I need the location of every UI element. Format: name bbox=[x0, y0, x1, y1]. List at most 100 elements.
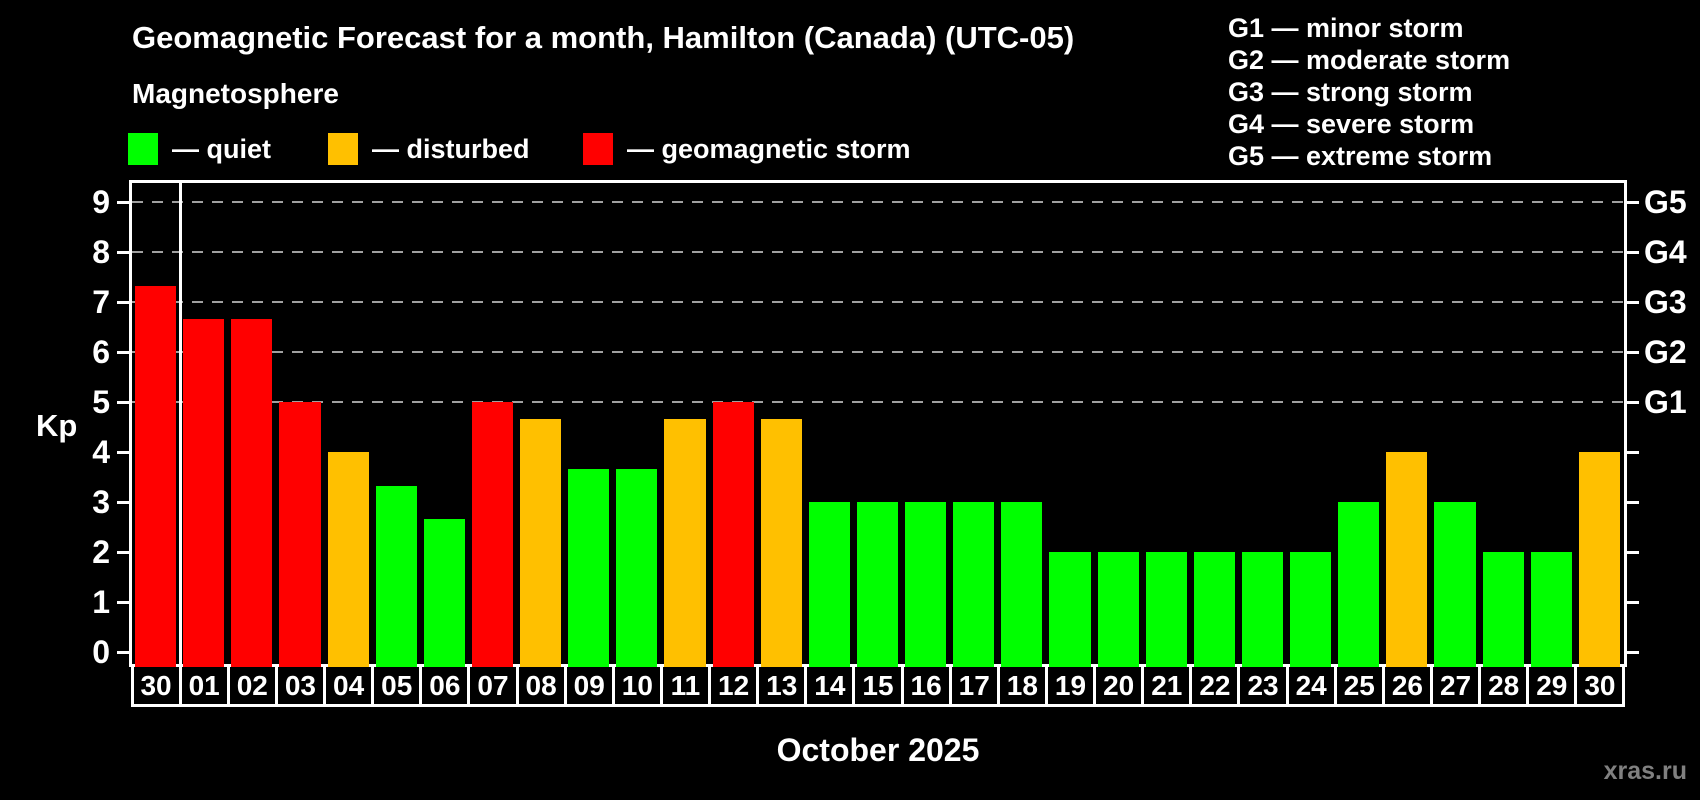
bar-day-02 bbox=[231, 318, 273, 667]
g-legend-item-g5: G5 — extreme storm bbox=[1228, 141, 1493, 171]
legend-label-disturbed: — disturbed bbox=[372, 133, 530, 164]
kp-tick-label-7: 7 bbox=[92, 284, 110, 320]
day-label-18-18: 18 bbox=[996, 664, 1048, 707]
day-label-22-22: 22 bbox=[1189, 664, 1241, 707]
kp-tick-right-0 bbox=[1624, 650, 1639, 654]
day-label-0-30: 30 bbox=[130, 664, 182, 707]
day-label-1-01: 01 bbox=[178, 664, 230, 707]
bar-day-21 bbox=[1145, 552, 1187, 667]
kp-tick-left-8 bbox=[117, 250, 132, 254]
legend-item-quiet: — quiet bbox=[128, 132, 271, 166]
bar-day-10 bbox=[616, 468, 658, 667]
kp-tick-right-7 bbox=[1624, 300, 1639, 304]
g-legend-item-g4: G4 — severe storm bbox=[1228, 109, 1475, 139]
legend-label-storm: — geomagnetic storm bbox=[627, 133, 911, 164]
bar-day-25 bbox=[1338, 502, 1380, 667]
kp-tick-left-1 bbox=[117, 600, 132, 604]
day-label-10-10: 10 bbox=[611, 664, 663, 707]
day-label-13-13: 13 bbox=[756, 664, 808, 707]
bar-day-01 bbox=[183, 318, 225, 667]
g-scale-legend: G1 — minor storm G2 — moderate storm G3 — … bbox=[1228, 12, 1510, 172]
quiet-swatch bbox=[128, 133, 158, 165]
bar-day-18 bbox=[1001, 502, 1043, 667]
kp-tick-left-2 bbox=[117, 550, 132, 554]
y-axis-title: Kp bbox=[36, 408, 78, 443]
kp-tick-left-3 bbox=[117, 500, 132, 504]
kp-tick-left-6 bbox=[117, 350, 132, 354]
day-label-21-21: 21 bbox=[1141, 664, 1193, 707]
bar-day-26 bbox=[1386, 452, 1428, 667]
g-axis-label-g4: G4 bbox=[1644, 234, 1687, 270]
day-label-11-11: 11 bbox=[659, 664, 712, 707]
bar-day-09 bbox=[568, 468, 610, 667]
day-label-4-04: 04 bbox=[323, 664, 375, 707]
kp-tick-right-9 bbox=[1624, 200, 1639, 204]
bar-day-29 bbox=[1530, 552, 1572, 667]
bar-day-28 bbox=[1482, 552, 1524, 667]
day-label-7-07: 07 bbox=[467, 664, 519, 707]
kp-tick-left-7 bbox=[117, 300, 132, 304]
kp-tick-right-5 bbox=[1624, 400, 1639, 404]
kp-tick-left-4 bbox=[117, 450, 132, 454]
bar-day-08 bbox=[520, 418, 562, 667]
bar-day-23 bbox=[1241, 552, 1284, 667]
kp-tick-label-4: 4 bbox=[92, 434, 110, 470]
g-legend-item-g1: G1 — minor storm bbox=[1228, 13, 1464, 43]
kp-tick-right-2 bbox=[1624, 550, 1639, 554]
day-label-14-14: 14 bbox=[804, 664, 856, 707]
gridline-kp8 bbox=[132, 251, 1624, 253]
bar-day-06 bbox=[423, 518, 465, 667]
day-label-3-03: 03 bbox=[274, 664, 326, 707]
kp-tick-right-4 bbox=[1624, 450, 1639, 454]
chart-subtitle: Magnetosphere bbox=[132, 78, 339, 109]
bar-day-22 bbox=[1193, 552, 1235, 667]
day-label-26-26: 26 bbox=[1381, 664, 1433, 707]
day-label-23-23: 23 bbox=[1237, 664, 1289, 707]
x-axis-title: October 2025 bbox=[776, 732, 980, 768]
bar-day-17 bbox=[953, 502, 995, 667]
kp-tick-left-5 bbox=[117, 400, 132, 404]
bar-day-11 bbox=[664, 418, 706, 667]
kp-tick-right-1 bbox=[1624, 600, 1639, 604]
bar-day-19 bbox=[1049, 552, 1091, 667]
day-label-19-19: 19 bbox=[1044, 664, 1097, 707]
bar-day-12 bbox=[712, 402, 754, 667]
kp-tick-label-5: 5 bbox=[92, 384, 110, 420]
day-label-5-05: 05 bbox=[371, 664, 423, 707]
legend-item-storm: — geomagnetic storm bbox=[583, 132, 911, 166]
day-label-15-15: 15 bbox=[852, 664, 904, 707]
bar-day-13 bbox=[760, 418, 802, 667]
bar-day-15 bbox=[856, 502, 899, 667]
kp-tick-label-6: 6 bbox=[92, 334, 110, 370]
kp-tick-label-2: 2 bbox=[92, 534, 110, 570]
g-axis-label-g1: G1 bbox=[1644, 384, 1687, 420]
day-label-30-30: 30 bbox=[1574, 664, 1626, 707]
month-separator-line bbox=[178, 183, 182, 667]
day-label-2-02: 02 bbox=[226, 664, 278, 707]
day-label-20-20: 20 bbox=[1093, 664, 1145, 707]
kp-tick-right-3 bbox=[1624, 500, 1639, 504]
disturbed-swatch bbox=[328, 133, 358, 165]
bar-day-07 bbox=[471, 402, 514, 667]
day-label-27-27: 27 bbox=[1429, 664, 1482, 707]
g-axis-label-g2: G2 bbox=[1644, 334, 1687, 370]
day-label-29-29: 29 bbox=[1526, 664, 1578, 707]
bar-day-27 bbox=[1434, 502, 1476, 667]
g-axis-label-g5: G5 bbox=[1644, 184, 1687, 220]
storm-swatch bbox=[583, 133, 613, 165]
day-label-25-25: 25 bbox=[1333, 664, 1385, 707]
bar-day-30 bbox=[1578, 452, 1620, 667]
day-label-6-06: 06 bbox=[419, 664, 471, 707]
gridline-kp9 bbox=[132, 201, 1624, 203]
day-label-9-09: 09 bbox=[563, 664, 615, 707]
watermark: xras.ru bbox=[1603, 757, 1687, 785]
day-label-16-16: 16 bbox=[900, 664, 952, 707]
g-legend-item-g2: G2 — moderate storm bbox=[1228, 45, 1511, 75]
day-label-28-28: 28 bbox=[1478, 664, 1530, 707]
day-label-24-24: 24 bbox=[1285, 664, 1337, 707]
legend-item-disturbed: — disturbed bbox=[328, 132, 530, 166]
bar-day-03 bbox=[279, 402, 321, 667]
page-title: Geomagnetic Forecast for a month, Hamilt… bbox=[132, 20, 1075, 55]
kp-tick-label-9: 9 bbox=[92, 184, 110, 220]
kp-tick-left-9 bbox=[117, 200, 132, 204]
